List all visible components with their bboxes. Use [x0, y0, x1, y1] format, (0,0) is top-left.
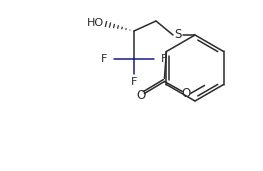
- Text: O: O: [137, 89, 146, 102]
- Text: S: S: [174, 29, 182, 42]
- Text: F: F: [131, 77, 137, 87]
- Text: F: F: [161, 54, 167, 64]
- Text: HO: HO: [87, 18, 104, 28]
- Text: O: O: [182, 87, 191, 100]
- Text: F: F: [101, 54, 107, 64]
